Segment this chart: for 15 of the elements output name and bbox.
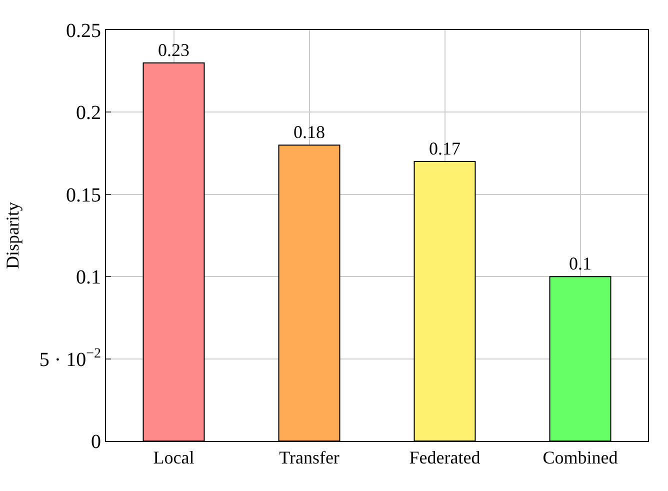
data-label: 0.18 (294, 122, 325, 142)
x-tick-label: Transfer (279, 448, 340, 468)
x-tick-label: Federated (409, 448, 480, 468)
x-tick-label: Local (153, 448, 194, 468)
y-tick-label: 5 · 10$^{−2}$ (39, 346, 101, 371)
y-tick-label: 0.25 (66, 20, 101, 42)
data-label: 0.1 (569, 254, 592, 274)
y-tick-label: 0.15 (66, 184, 101, 206)
x-tick-label: Combined (542, 448, 618, 468)
y-axis-title: Disparity (2, 202, 23, 269)
y-tick-label: 0.2 (76, 102, 101, 124)
data-label: 0.23 (158, 40, 190, 60)
y-tick-label: 0.1 (76, 266, 101, 289)
y-tick-label: 0 (91, 431, 101, 453)
data-label: 0.17 (429, 138, 460, 159)
